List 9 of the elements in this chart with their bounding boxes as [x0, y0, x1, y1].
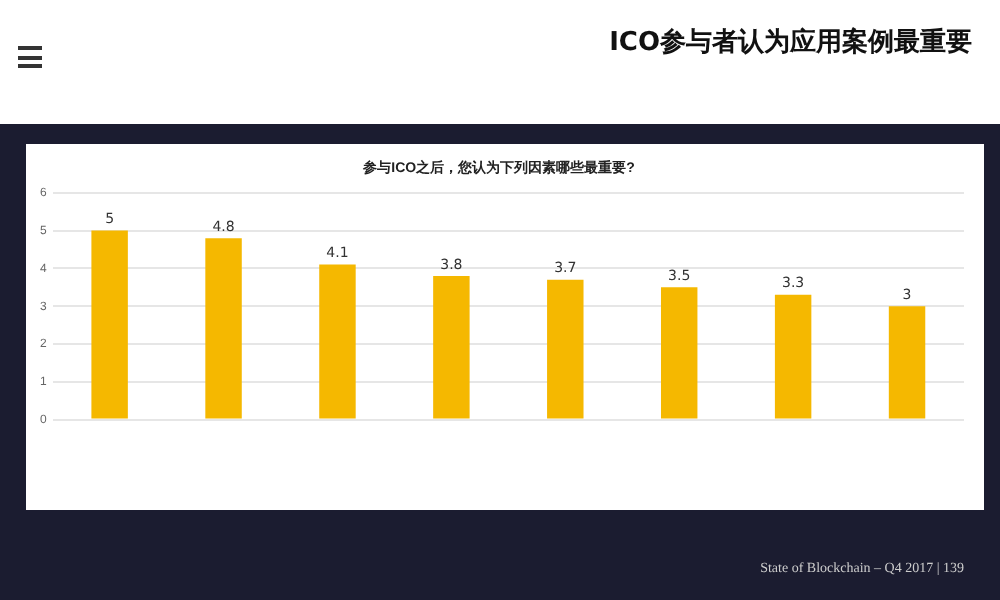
bar [433, 275, 470, 419]
bar [888, 306, 926, 419]
bar [774, 294, 812, 419]
bar [205, 238, 242, 419]
bar [660, 287, 698, 419]
bar [319, 264, 356, 419]
bar [547, 279, 584, 419]
chart-title: ICO参与者认为应用案例最重要 [609, 25, 972, 60]
bar [91, 230, 128, 419]
